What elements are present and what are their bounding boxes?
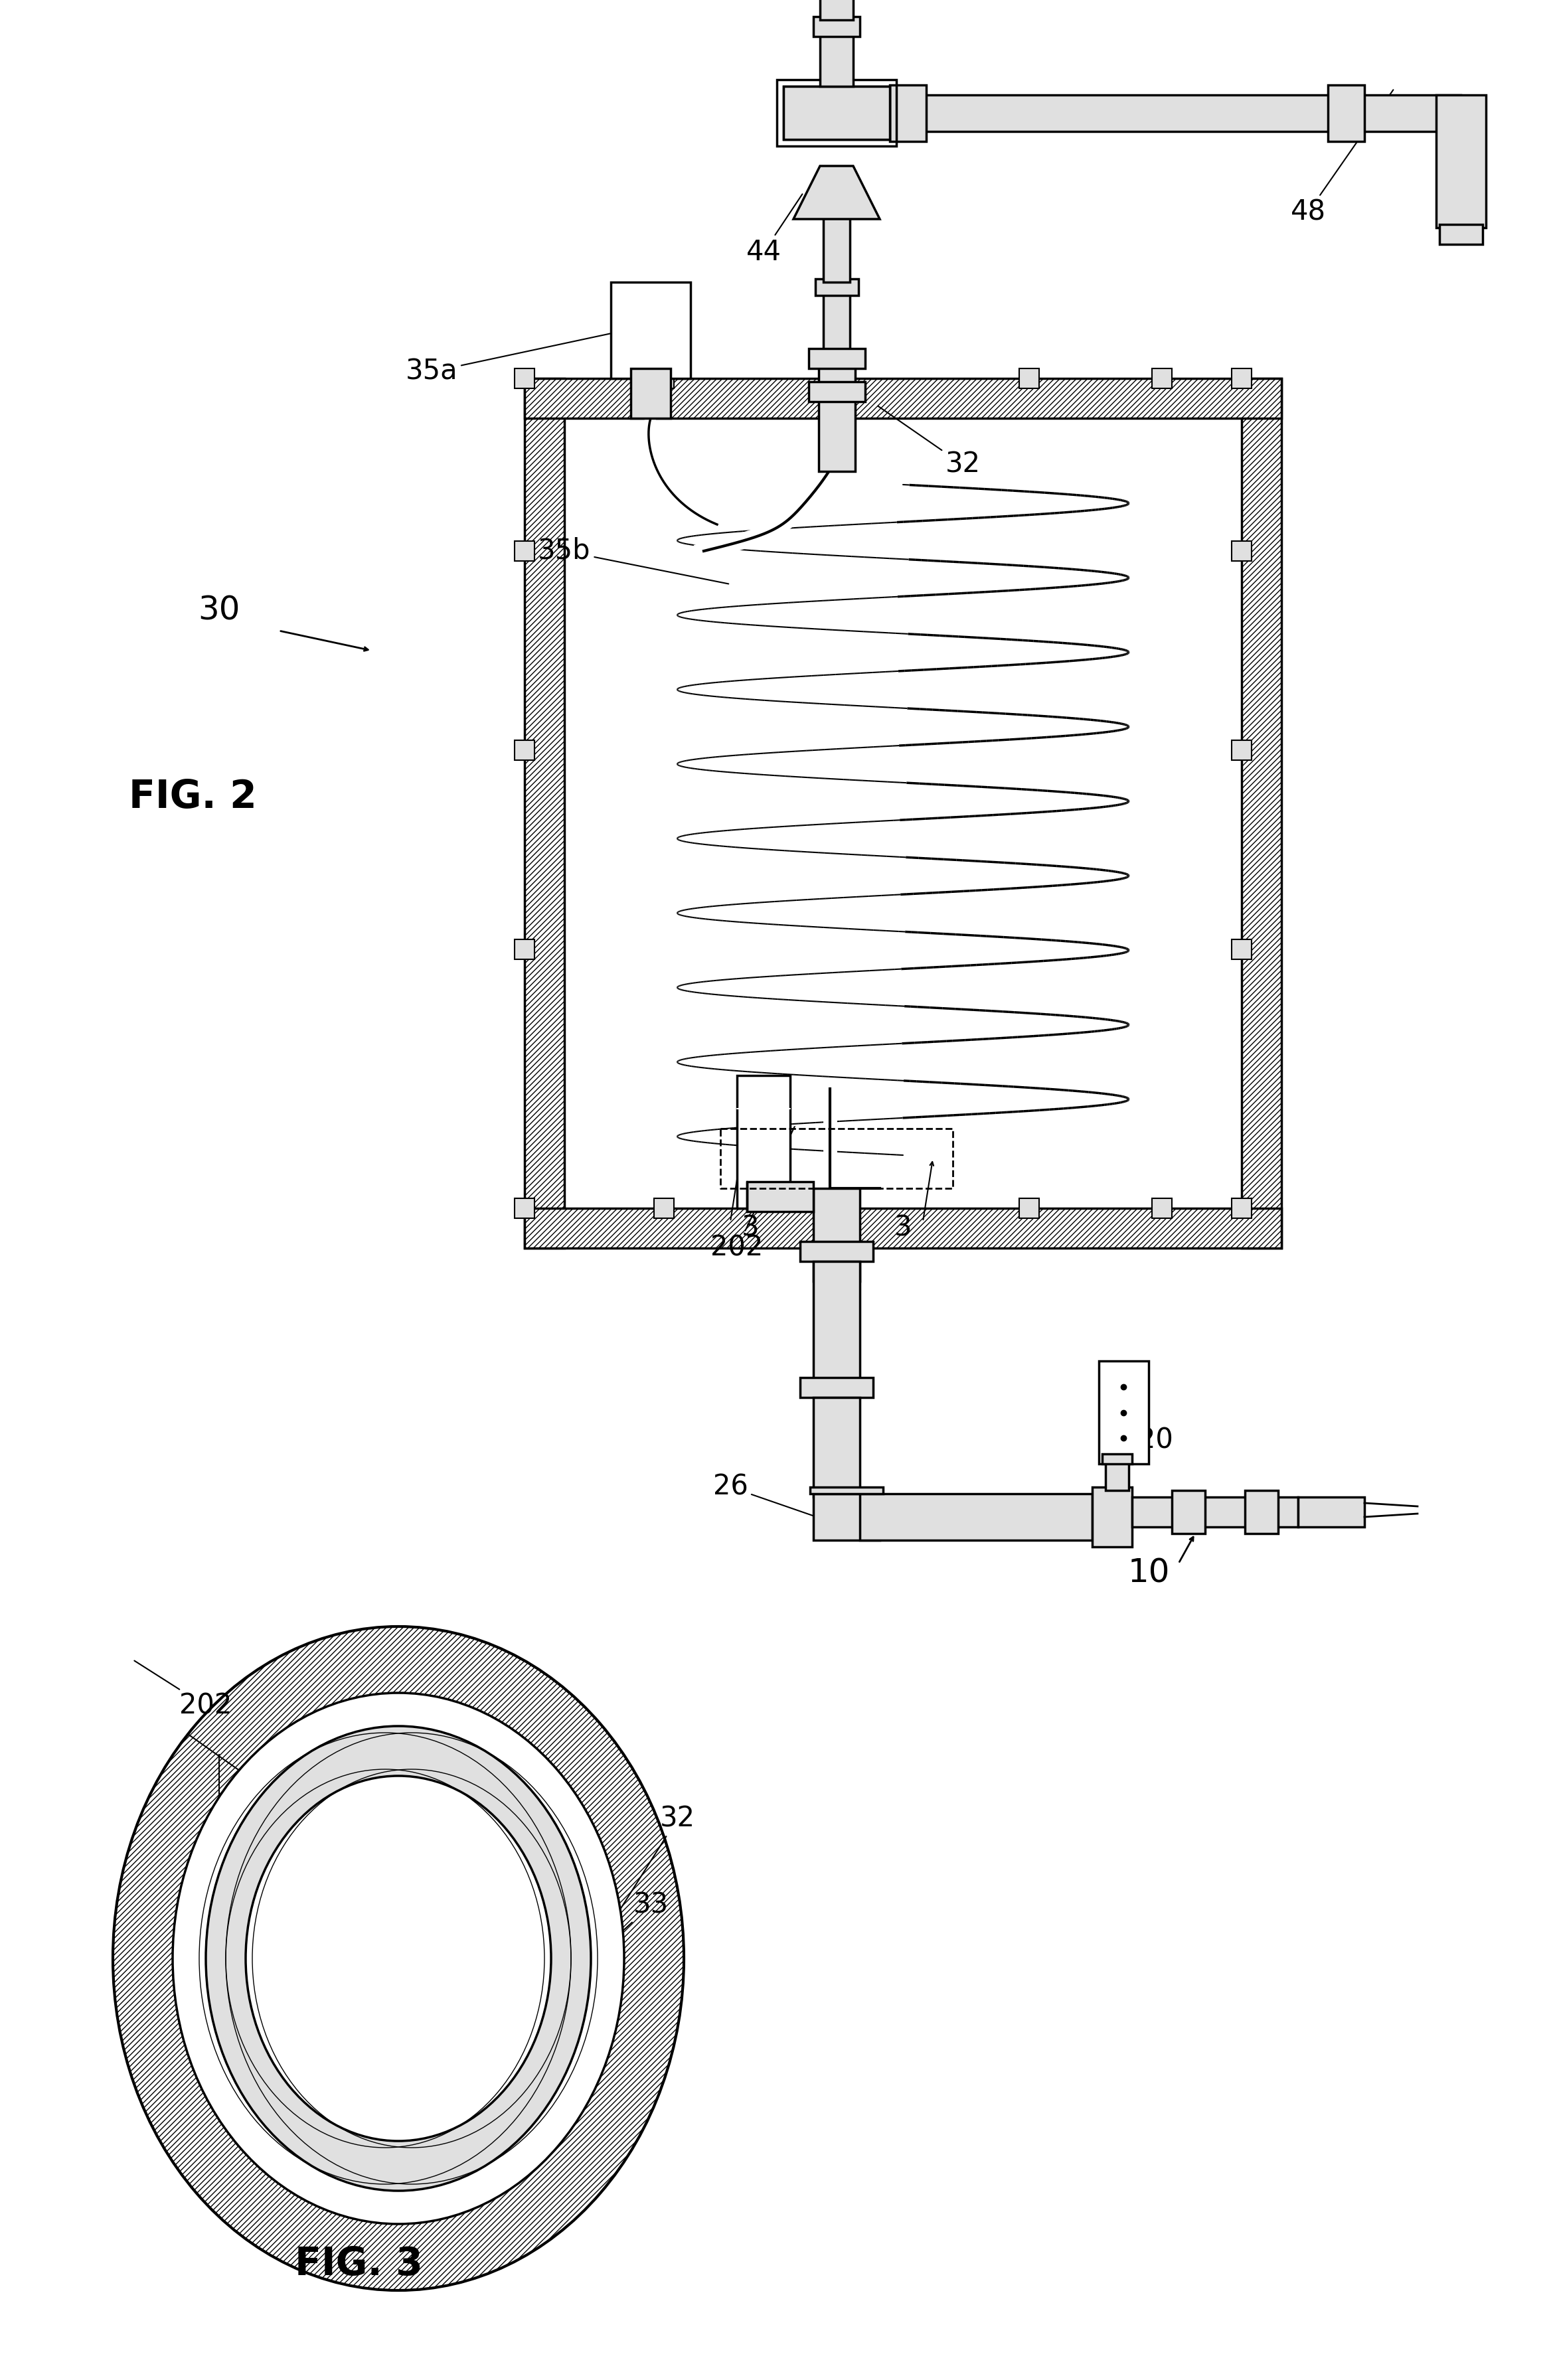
Bar — [1092, 1488, 1132, 1547]
Bar — [514, 740, 534, 759]
Bar — [1103, 1454, 1132, 1464]
Text: 26: 26 — [713, 1473, 815, 1516]
Bar — [525, 378, 564, 1247]
Bar — [1132, 1497, 1298, 1528]
Bar — [525, 378, 1281, 419]
Bar — [1241, 378, 1281, 1247]
Bar — [525, 1209, 1281, 1247]
Bar — [1019, 369, 1039, 388]
Bar — [783, 86, 890, 140]
Bar — [1232, 1197, 1252, 1219]
Bar — [1232, 740, 1252, 759]
Bar — [800, 1242, 873, 1261]
Bar — [820, 0, 853, 19]
Text: 30: 30 — [199, 595, 241, 626]
Bar — [814, 1261, 860, 1380]
Text: 33: 33 — [573, 1892, 668, 1978]
Text: 202: 202 — [711, 1123, 797, 1261]
Bar — [1232, 369, 1252, 388]
Bar — [814, 1397, 860, 1497]
Bar — [631, 369, 671, 419]
Ellipse shape — [172, 1692, 624, 2223]
Text: 33: 33 — [419, 2063, 469, 2166]
Bar — [800, 1378, 873, 1397]
Bar — [1173, 1490, 1205, 1533]
Bar — [814, 1495, 879, 1540]
Bar — [814, 17, 860, 36]
Bar — [514, 369, 534, 388]
Bar — [1100, 1361, 1149, 1464]
Bar — [809, 381, 865, 402]
Bar — [815, 200, 859, 217]
Bar — [818, 364, 856, 471]
Text: 35a: 35a — [405, 331, 623, 386]
Ellipse shape — [113, 1626, 683, 2290]
Bar — [1246, 1490, 1278, 1533]
Text: 3: 3 — [741, 1214, 759, 1242]
Text: 32: 32 — [598, 1804, 694, 1944]
Bar — [1152, 369, 1173, 388]
Ellipse shape — [245, 1775, 551, 2142]
Bar — [747, 1183, 814, 1211]
Text: FIG. 2: FIG. 2 — [129, 778, 256, 816]
Bar — [1232, 540, 1252, 562]
Polygon shape — [794, 167, 879, 219]
Text: 10: 10 — [1127, 1557, 1169, 1590]
Bar — [820, 1197, 840, 1219]
Bar — [1298, 1497, 1365, 1528]
Text: 35b: 35b — [537, 538, 728, 583]
Bar — [811, 1488, 884, 1495]
Text: 33: 33 — [188, 1733, 317, 1825]
Text: 202: 202 — [135, 1661, 231, 1721]
Bar — [820, 369, 840, 388]
Bar — [823, 293, 849, 352]
Bar — [814, 1188, 860, 1280]
Bar — [776, 79, 896, 145]
Bar — [890, 95, 1461, 131]
Bar — [654, 369, 674, 388]
Text: 48: 48 — [1291, 90, 1393, 226]
Ellipse shape — [207, 1725, 592, 2192]
Bar — [514, 940, 534, 959]
Bar — [1232, 940, 1252, 959]
Bar — [738, 1076, 790, 1209]
Bar — [610, 283, 691, 378]
Text: 44: 44 — [745, 195, 803, 267]
Bar — [514, 1197, 534, 1219]
Bar — [860, 1495, 1092, 1540]
Bar — [1328, 86, 1365, 140]
Bar — [1106, 1461, 1129, 1490]
Bar — [820, 33, 853, 86]
Text: 3: 3 — [895, 1214, 912, 1242]
Bar — [823, 212, 849, 283]
Bar — [783, 86, 890, 140]
Bar — [1019, 1197, 1039, 1219]
Bar — [514, 540, 534, 562]
Text: FIG. 3: FIG. 3 — [295, 2244, 422, 2282]
Bar — [654, 1197, 674, 1219]
Bar — [1437, 95, 1486, 228]
Bar — [564, 419, 1241, 1209]
Bar — [1440, 224, 1483, 245]
Bar — [1152, 1197, 1173, 1219]
Text: 32: 32 — [202, 1754, 236, 1885]
Text: 20: 20 — [1114, 1426, 1173, 1454]
Text: 32: 32 — [877, 407, 980, 478]
Bar — [815, 278, 859, 295]
Bar — [809, 347, 865, 369]
Bar — [890, 86, 926, 140]
